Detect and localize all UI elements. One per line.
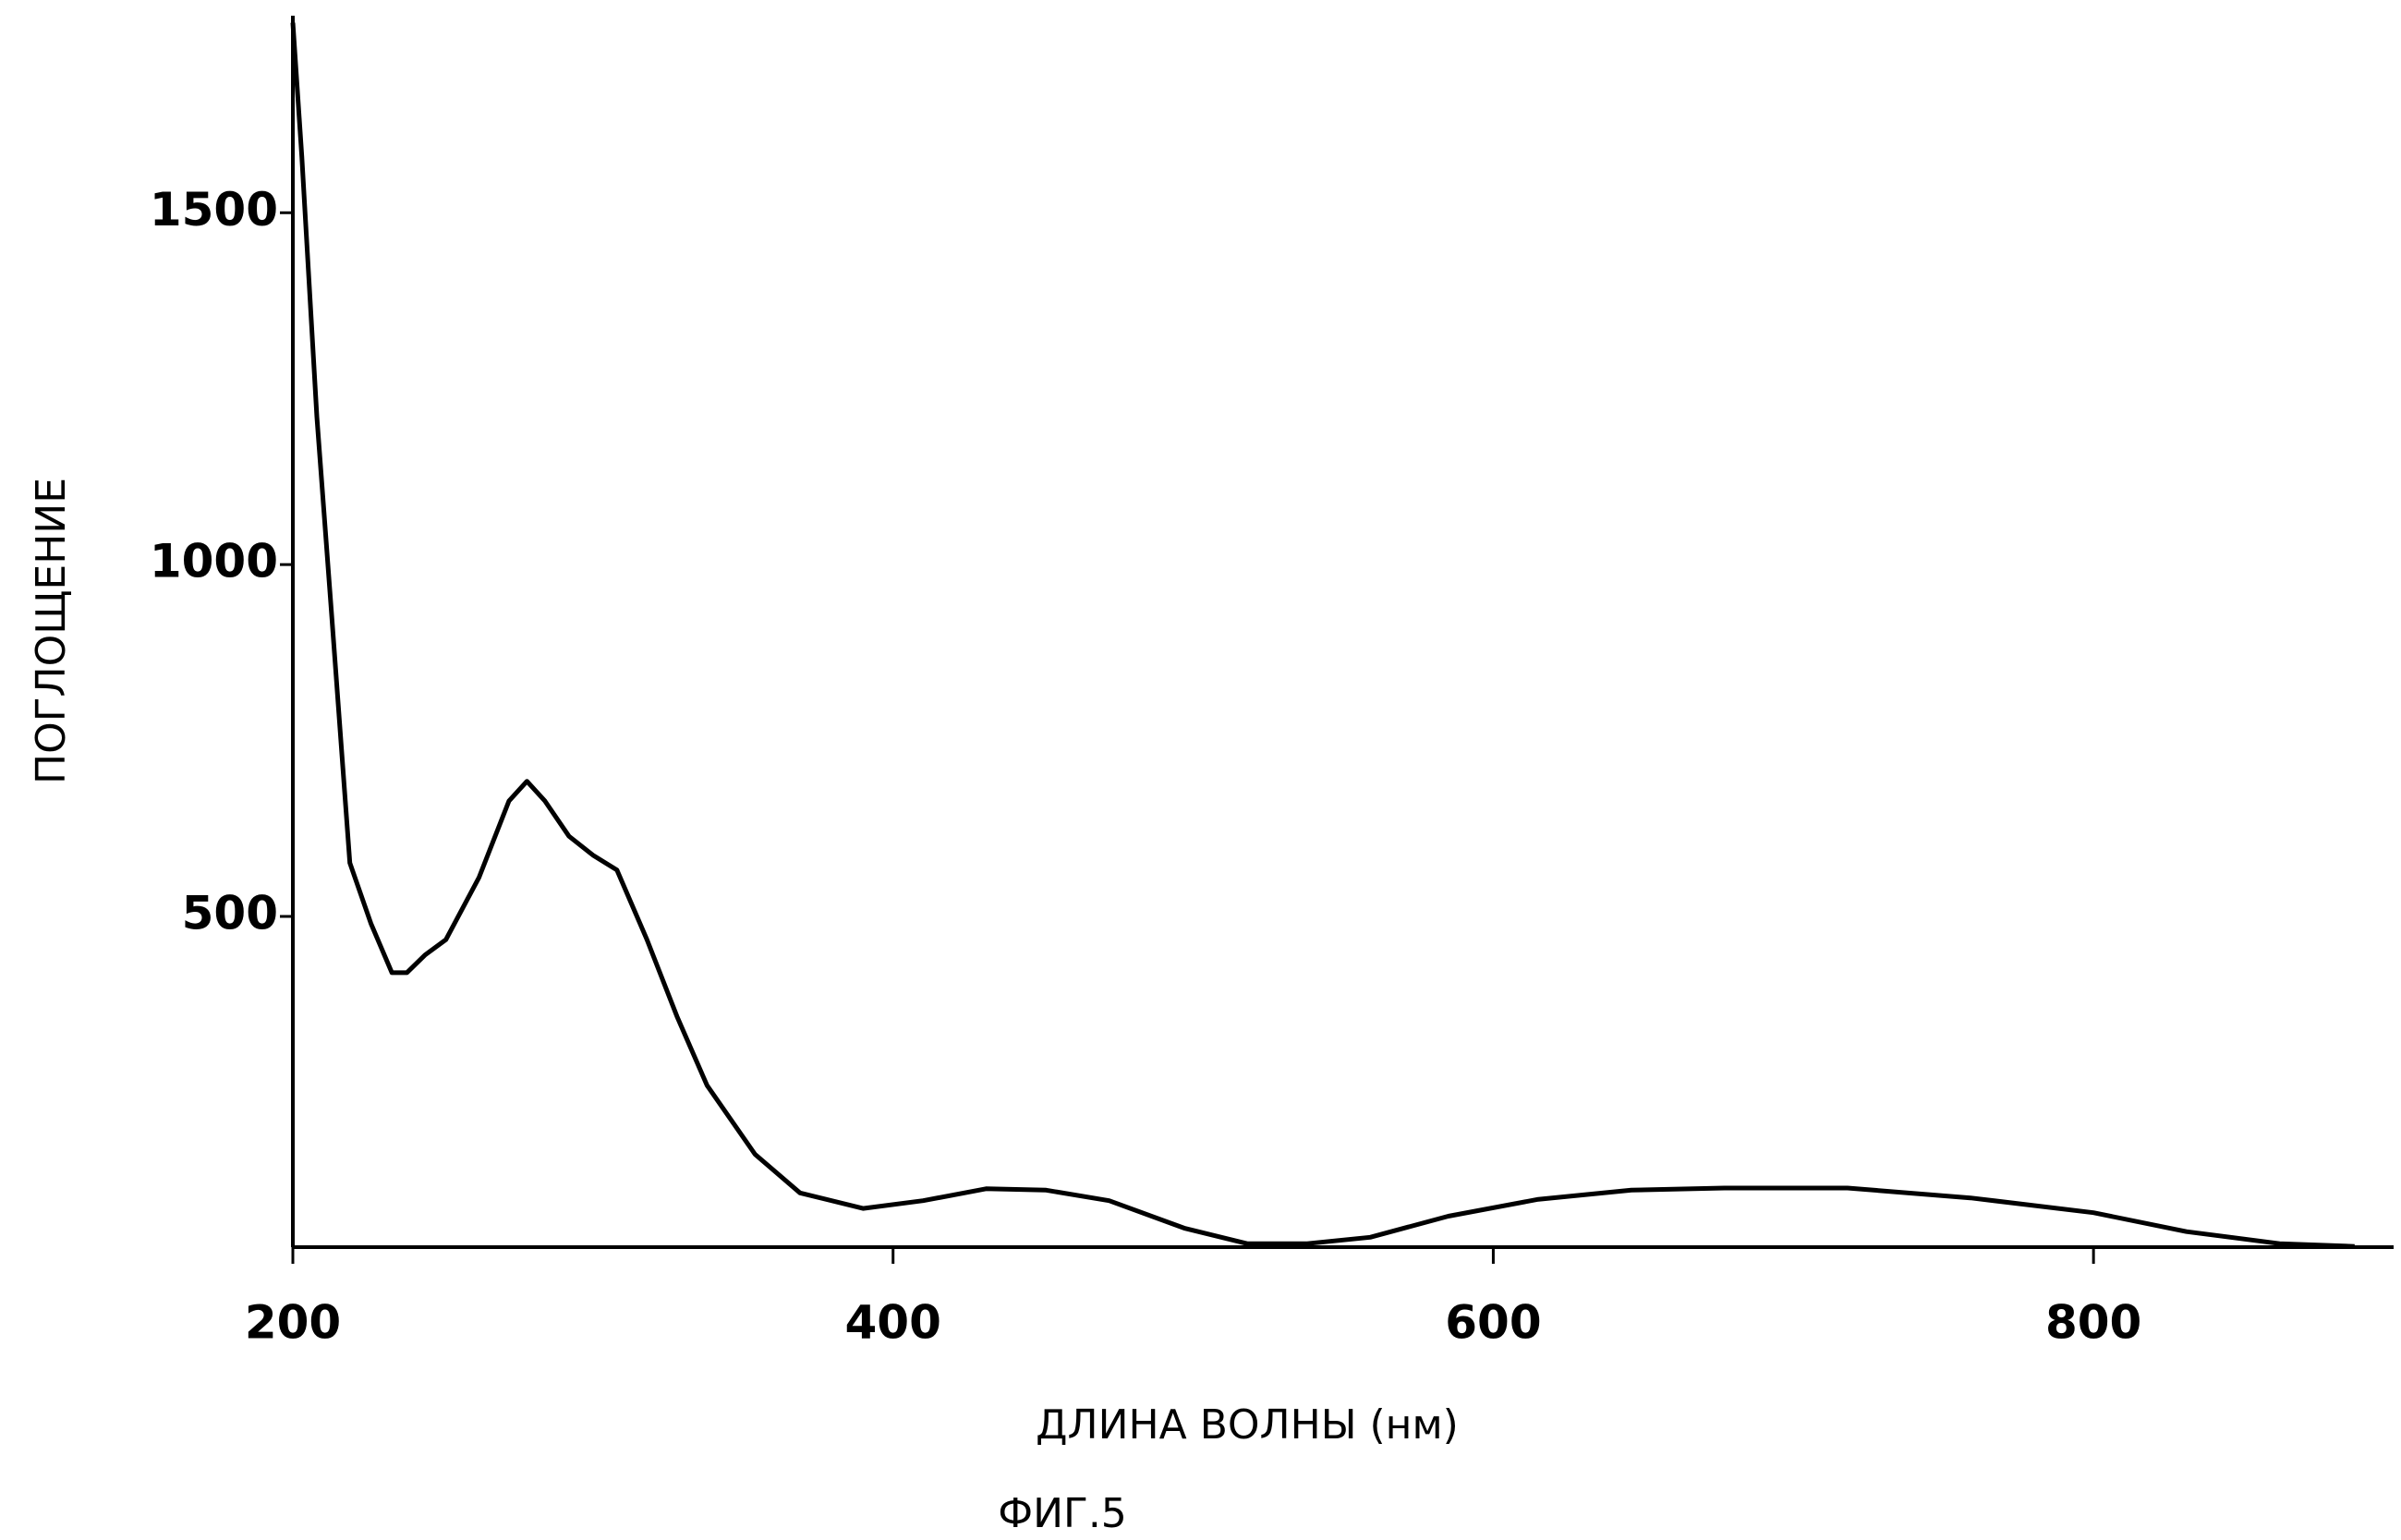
x-tick-label: 600	[1445, 1296, 1541, 1350]
line-series	[293, 23, 2355, 1247]
y-tick-label: 1000	[150, 535, 278, 588]
caption: ФИГ.5	[998, 1490, 1127, 1537]
chart: ДЛИНА ВОЛНЫ (нм) ПОГЛОЩЕНИЕ ФИГ.5 500 100…	[0, 0, 2401, 1540]
x-tick-label: 200	[245, 1296, 341, 1350]
y-axis-label: ПОГЛОЩЕНИЕ	[28, 478, 75, 784]
y-tick-label: 1500	[150, 183, 278, 236]
x-tick-label: 800	[2045, 1296, 2141, 1350]
y-tick-label: 500	[182, 886, 278, 940]
x-axis-label: ДЛИНА ВОЛНЫ (нм)	[1036, 1401, 1459, 1449]
x-tick-label: 400	[845, 1296, 941, 1350]
